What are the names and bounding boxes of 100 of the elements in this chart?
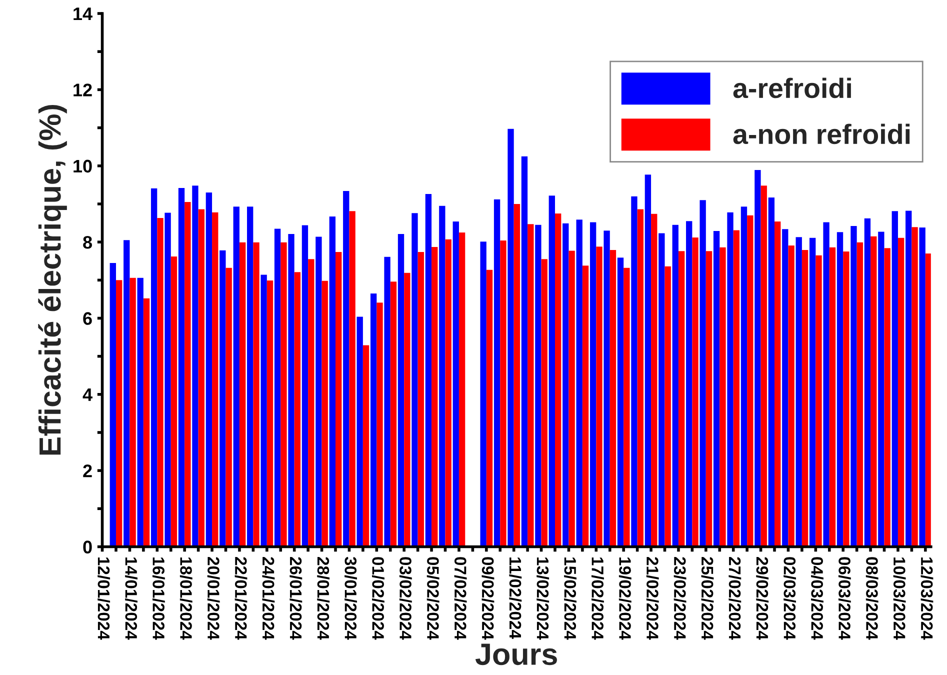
bar [713,230,720,547]
bar [480,242,486,547]
x-tick-label: 23/02/2024 [674,557,686,640]
x-tick-label: 03/02/2024 [399,557,412,640]
bar [541,259,548,547]
x-tick-label: 15/02/2024 [564,558,576,640]
x-tick-label: 04/03/2024 [811,557,824,640]
bar [733,230,740,547]
bar [768,197,775,547]
x-tick-label: 18/01/2024 [180,558,192,640]
bar [610,250,616,547]
bar [329,216,336,547]
bar [720,247,726,547]
bar [754,170,761,547]
bar [884,248,890,547]
bar [925,253,931,547]
bar [266,280,274,547]
bar [898,238,904,547]
bar [740,206,748,547]
x-tick-label: 21/02/2024 [646,557,659,640]
bar [212,212,218,547]
legend-label: a-non refroidi [733,124,910,144]
bar [596,246,602,547]
bar [336,252,342,547]
bar [796,237,802,547]
bar [316,236,322,547]
bar [836,232,844,547]
bar [178,188,185,547]
bar [747,215,754,547]
x-tick-label: 11/02/2024 [509,558,522,639]
bar [850,226,857,547]
bar [294,272,301,547]
bar [458,232,466,547]
bar [404,272,410,547]
bar [644,174,652,547]
bar [302,225,308,547]
x-tick-label: 10/03/2024 [893,558,906,640]
bar [700,200,706,547]
bar [376,302,383,547]
y-tick-label: 0 [83,540,92,554]
y-tick-label: 6 [83,312,92,325]
bar [521,156,528,547]
x-tick-label: 12/01/2024 [98,558,110,640]
bar [782,229,788,547]
bar [774,221,781,547]
bar [590,222,596,547]
bar [247,206,254,547]
bar [143,298,150,547]
bar [892,211,898,547]
x-tick-label: 30/01/2024 [344,556,357,640]
x-tick-label: 09/02/2024 [482,557,494,640]
bar [110,262,116,547]
bar [398,234,404,547]
x-tick-label: 24/01/2024 [262,557,275,640]
bar [390,282,397,547]
x-tick-label: 20/01/2024 [207,557,220,640]
y-tick-label: 12 [74,84,92,96]
bar [500,240,506,547]
y-tick-label: 14 [74,8,92,20]
y-axis-title: Efficacité électrique, (%) [38,105,67,455]
bar [912,227,918,547]
x-tick-label: 08/03/2024 [866,557,878,640]
bar [555,213,562,547]
bar [535,224,542,547]
bar [637,209,644,547]
bar [239,242,246,547]
y-tick-label: 10 [74,160,92,173]
bar [843,252,850,547]
bar [678,251,685,547]
bar [253,242,260,547]
x-tick-label: 05/02/2024 [426,557,440,640]
bar [384,256,390,547]
bar [164,212,171,547]
bar [280,242,287,547]
bar [878,232,884,547]
bar [624,268,630,547]
bar [692,237,698,547]
bar [870,236,877,547]
x-tick-label: 27/02/2024 [728,557,742,640]
bar [548,196,555,547]
bar [439,206,446,547]
bar [582,266,589,547]
bar [486,270,493,547]
x-tick-label: 06/03/2024 [838,557,851,640]
bar [198,209,204,547]
bar [508,128,514,547]
bar [288,234,294,547]
x-tick-label: 28/01/2024 [317,557,330,640]
bar [170,256,178,547]
bar [412,213,418,547]
bar [617,258,624,547]
bar [906,210,912,547]
x-tick-label: 29/02/2024 [756,557,769,640]
bar [150,188,158,547]
bar [658,233,665,547]
x-tick-label: 12/03/2024 [920,558,934,640]
bar [494,199,500,547]
bar [220,250,226,547]
bar [432,246,438,547]
bar [631,196,638,547]
